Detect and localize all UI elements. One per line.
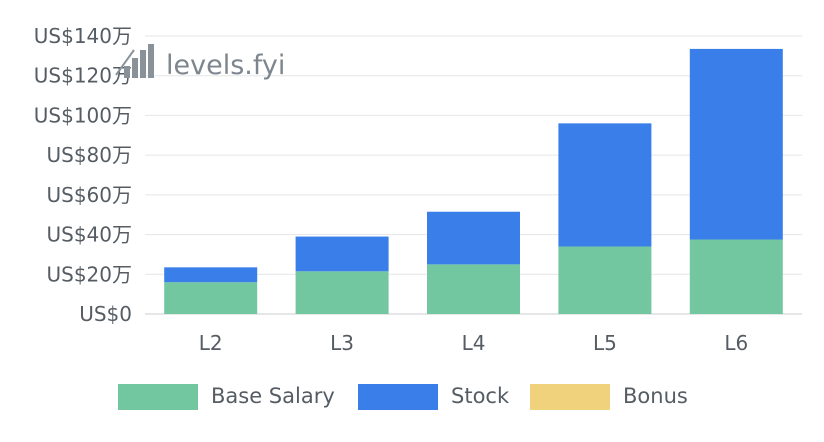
y-tick-label: US$120万	[34, 64, 132, 88]
watermark-text: levels.fyi	[166, 50, 285, 81]
x-tick-label: L5	[593, 331, 617, 355]
bar-base-salary	[427, 264, 520, 314]
legend-swatch	[530, 384, 610, 410]
y-tick-label: US$100万	[34, 103, 132, 127]
bar-base-salary	[295, 271, 389, 314]
y-tick-label: US$60万	[46, 183, 132, 207]
bar-stock	[558, 123, 652, 247]
bar-stock	[164, 267, 258, 283]
watermark: levels.fyi	[115, 44, 285, 81]
x-tick-label: L3	[330, 331, 354, 355]
bars	[164, 48, 783, 314]
bar-base-salary	[164, 282, 258, 314]
y-tick-label: US$20万	[46, 262, 132, 286]
legend-label: Stock	[451, 384, 510, 408]
staircase-logo-icon	[115, 44, 154, 78]
y-tick-label: US$80万	[46, 143, 132, 167]
legend-swatch	[358, 384, 438, 410]
legend-label: Base Salary	[211, 384, 335, 408]
bar-stock	[427, 211, 520, 265]
x-tick-label: L6	[724, 331, 748, 355]
legend-swatch	[118, 384, 198, 410]
x-tick-label: L2	[199, 331, 223, 355]
x-tick-label: L4	[462, 331, 486, 355]
bar-base-salary	[689, 239, 783, 314]
legend-label: Bonus	[623, 384, 688, 408]
bar-stock	[295, 236, 389, 272]
y-tick-label: US$0	[79, 302, 132, 326]
y-axis: US$0 US$20万 US$40万 US$60万 US$80万 US$100万 US$12…	[34, 24, 132, 326]
x-axis: L2 L3 L4 L5 L6	[199, 331, 748, 355]
legend: Base Salary Stock Bonus	[118, 384, 688, 410]
bar-stock	[689, 48, 783, 240]
bar-base-salary	[558, 246, 652, 314]
y-tick-label: US$140万	[34, 24, 132, 48]
y-tick-label: US$40万	[46, 223, 132, 247]
